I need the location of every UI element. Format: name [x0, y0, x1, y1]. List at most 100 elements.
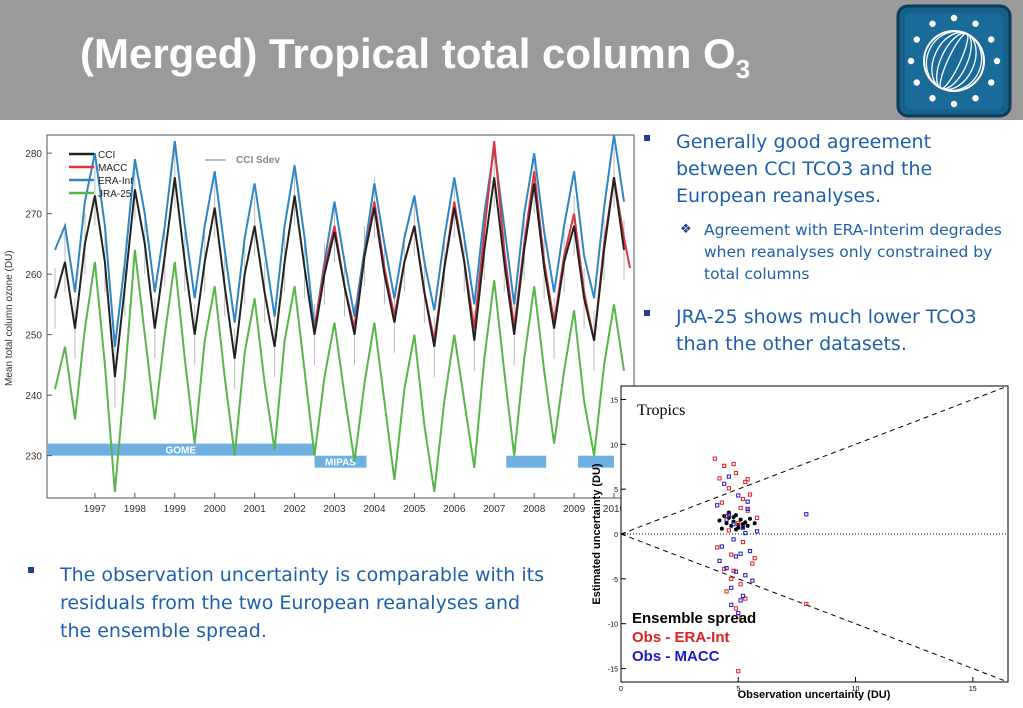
x-tick-label: 1998 — [124, 504, 147, 515]
bullet-jra25-text: JRA-25 shows much lower TCO3 than the ot… — [676, 306, 977, 355]
scatter-legend-label: Obs - MACC — [632, 648, 720, 665]
logo-star-icon — [993, 57, 1001, 65]
logo-star-icon — [913, 36, 920, 43]
slide-title-text: (Merged) Tropical total column O — [80, 30, 736, 77]
title-bar: (Merged) Tropical total column O3 — [0, 0, 1023, 120]
scatter-point — [752, 521, 757, 526]
y-tick-label: 260 — [25, 270, 42, 281]
scatter-point — [729, 576, 734, 581]
scatter-point — [804, 601, 809, 607]
y-tick-label: 0 — [614, 532, 618, 539]
scatter-point — [738, 582, 743, 587]
slide-title: (Merged) Tropical total column O3 — [80, 30, 750, 84]
scatter-point — [731, 537, 736, 542]
y-tick-label: -10 — [608, 622, 618, 629]
scatter-point — [754, 529, 760, 534]
scatter-point — [745, 506, 750, 511]
x-tick-label: 2006 — [443, 504, 466, 515]
scatter-point — [731, 568, 736, 573]
legend-label: JRA-25 — [98, 189, 132, 200]
scatter-point — [740, 593, 746, 598]
series-line-jra-25 — [54, 249, 625, 493]
instrument-bar-label: MIPAS — [325, 458, 356, 469]
instrument-bar-label: GOME — [165, 446, 196, 457]
scatter-point — [754, 515, 760, 520]
scatter-point — [717, 476, 722, 481]
x-tick-label: 0 — [619, 686, 623, 693]
scatter-point — [736, 493, 741, 498]
scatter-point — [724, 565, 729, 571]
scatter-point — [717, 558, 722, 564]
scatter-frame — [620, 385, 1009, 683]
scatter-point — [726, 512, 731, 517]
scatter-point — [740, 496, 746, 502]
x-tick-label: 5 — [736, 686, 740, 693]
scatter-point — [738, 551, 743, 556]
scatter-point — [733, 470, 739, 476]
logo-star-icon — [988, 36, 995, 43]
x-tick-label: 2010 — [603, 504, 626, 515]
bullet-jra25: JRA-25 shows much lower TCO3 than the ot… — [644, 304, 1014, 358]
scatter-point — [804, 512, 809, 517]
square-bullet-icon — [28, 567, 34, 573]
bullet-observation-uncertainty: The observation uncertainty is comparabl… — [28, 561, 548, 645]
scatter-x-label: Observation uncertainty (DU) — [738, 689, 891, 701]
scatter-point — [745, 477, 750, 482]
x-tick-label: 2000 — [204, 504, 227, 515]
x-tick-label: 2002 — [283, 504, 306, 515]
legend-label: MACC — [98, 163, 127, 174]
scatter-point — [748, 516, 752, 521]
scatter-point — [752, 556, 757, 561]
x-tick-label: 2005 — [403, 504, 426, 515]
logo-meridian — [925, 30, 983, 92]
y-tick-label: 270 — [25, 210, 42, 221]
sub-bullet-text: Agreement with ERA-Interim degrades when… — [704, 221, 1002, 283]
x-tick-label: 2003 — [323, 504, 346, 515]
scatter-point — [724, 589, 729, 594]
scatter-point — [736, 610, 741, 616]
bullet-agreement: Generally good agreement between CCI TCO… — [644, 129, 1014, 210]
y-tick-label: 280 — [25, 149, 42, 160]
scatter-point — [736, 669, 741, 674]
scatter-point — [743, 531, 748, 536]
y-axis-label: Mean total column ozone (DU) — [4, 250, 15, 386]
scatter-point — [717, 518, 722, 523]
scatter-point — [750, 561, 755, 566]
scatter-point — [747, 492, 753, 497]
scatter-point — [750, 578, 755, 583]
scatter-point — [743, 573, 748, 578]
scatter-point — [731, 522, 736, 527]
y-tick-label: 250 — [25, 331, 42, 342]
scatter-point — [731, 461, 736, 467]
x-tick-label: 10 — [852, 686, 860, 693]
scatter-point — [738, 598, 743, 603]
scatter-point — [743, 479, 748, 485]
logo-star-icon — [950, 100, 958, 108]
bullet-agreement-text: Generally good agreement between CCI TCO… — [676, 131, 933, 207]
scatter-point — [724, 521, 729, 526]
square-bullet-icon — [644, 135, 650, 141]
esa-cci-globe-logo-icon — [896, 4, 1012, 118]
scatter-point — [736, 525, 741, 530]
y-tick-label: -5 — [612, 577, 618, 584]
scatter-point — [719, 544, 724, 549]
y-tick-label: 10 — [610, 442, 618, 449]
x-tick-label: 15 — [969, 686, 977, 693]
series-line-cci — [54, 177, 625, 378]
reference-line — [620, 533, 1009, 683]
scatter-point — [715, 545, 720, 550]
x-tick-label: 1999 — [164, 504, 187, 515]
x-tick-label: 2009 — [563, 504, 586, 515]
scatter-legend-label: Ensemble spread — [632, 610, 756, 627]
y-tick-label: 240 — [25, 391, 42, 402]
scatter-point — [722, 481, 727, 486]
scatter-y-label: Estimated uncertainty (DU) — [591, 463, 603, 605]
logo-star-icon — [913, 79, 920, 86]
x-tick-label: 2008 — [523, 504, 546, 515]
legend-label: CCI Sdev — [236, 155, 280, 166]
scatter-point — [726, 486, 731, 491]
x-tick-label: 2004 — [363, 504, 386, 515]
logo-star-icon — [972, 20, 979, 27]
scatter-point — [738, 505, 743, 511]
scatter-point — [743, 596, 748, 601]
